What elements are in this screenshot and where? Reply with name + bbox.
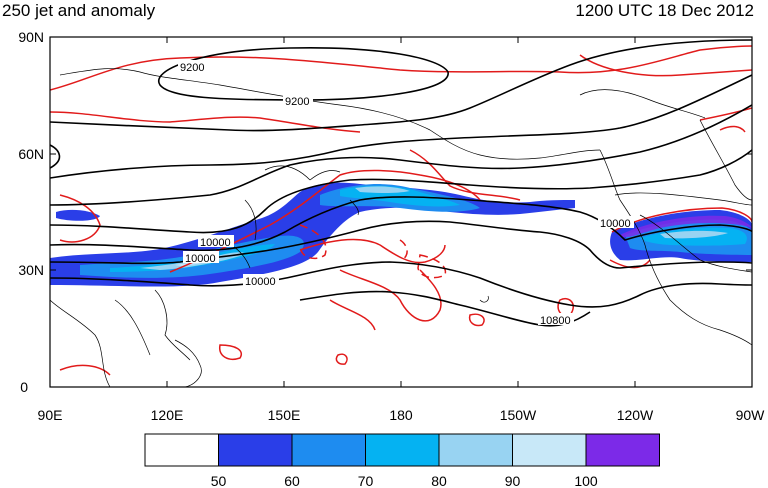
lon-label-120e: 120E bbox=[151, 407, 184, 423]
plot-area bbox=[50, 37, 752, 387]
colorbar-swatch bbox=[144, 433, 219, 467]
lat-label-90n: 90N bbox=[18, 29, 44, 45]
colorbar-tick-label: 70 bbox=[358, 473, 374, 488]
colorbar-tick-label: 60 bbox=[284, 473, 300, 488]
contour-label: 10800 bbox=[540, 315, 571, 327]
lon-label-90e: 90E bbox=[38, 407, 63, 423]
lon-label-120w: 120W bbox=[617, 407, 654, 423]
contour-label: 10000 bbox=[200, 237, 231, 249]
colorbar-tick-label: 80 bbox=[431, 473, 447, 488]
lat-label-0: 0 bbox=[20, 379, 28, 395]
latitude-labels: 90N 60N 30N 0 bbox=[18, 29, 44, 395]
map-title-right: 1200 UTC 18 Dec 2012 bbox=[575, 1, 754, 20]
contour-label: 10000 bbox=[185, 253, 216, 265]
colorbar-tick-label: 100 bbox=[574, 473, 598, 488]
contour-label: 10000 bbox=[245, 276, 276, 288]
colorbar-swatch bbox=[585, 433, 660, 467]
lat-label-30n: 30N bbox=[18, 262, 44, 278]
colorbar: 50 60 70 80 90 100 bbox=[144, 433, 660, 488]
jet-shading bbox=[50, 182, 752, 287]
colorbar-swatch bbox=[438, 433, 513, 467]
lon-label-90w: 90W bbox=[736, 407, 766, 423]
height-contours bbox=[50, 39, 752, 327]
negative-anomaly-contours bbox=[299, 224, 447, 279]
contour-label: 9200 bbox=[285, 96, 309, 108]
map-title-left: 250 jet and anomaly bbox=[2, 1, 156, 20]
lon-label-150e: 150E bbox=[268, 407, 301, 423]
contour-label: 9200 bbox=[180, 62, 204, 74]
colorbar-swatch bbox=[512, 433, 587, 467]
colorbar-tick-label: 90 bbox=[505, 473, 521, 488]
colorbar-swatch bbox=[218, 433, 293, 467]
lon-label-180: 180 bbox=[389, 407, 413, 423]
colorbar-swatch bbox=[365, 433, 440, 467]
axis-ticks bbox=[49, 36, 753, 388]
lon-label-150w: 150W bbox=[500, 407, 537, 423]
colorbar-swatch bbox=[291, 433, 366, 467]
longitude-labels: 90E 120E 150E 180 150W 120W 90W bbox=[38, 407, 766, 423]
lat-label-60n: 60N bbox=[18, 146, 44, 162]
height-contour-labels: 9200 9200 10000 10000 10000 10000 10800 bbox=[178, 60, 634, 327]
contour-label: 10000 bbox=[600, 218, 631, 230]
colorbar-tick-label: 50 bbox=[211, 473, 227, 488]
